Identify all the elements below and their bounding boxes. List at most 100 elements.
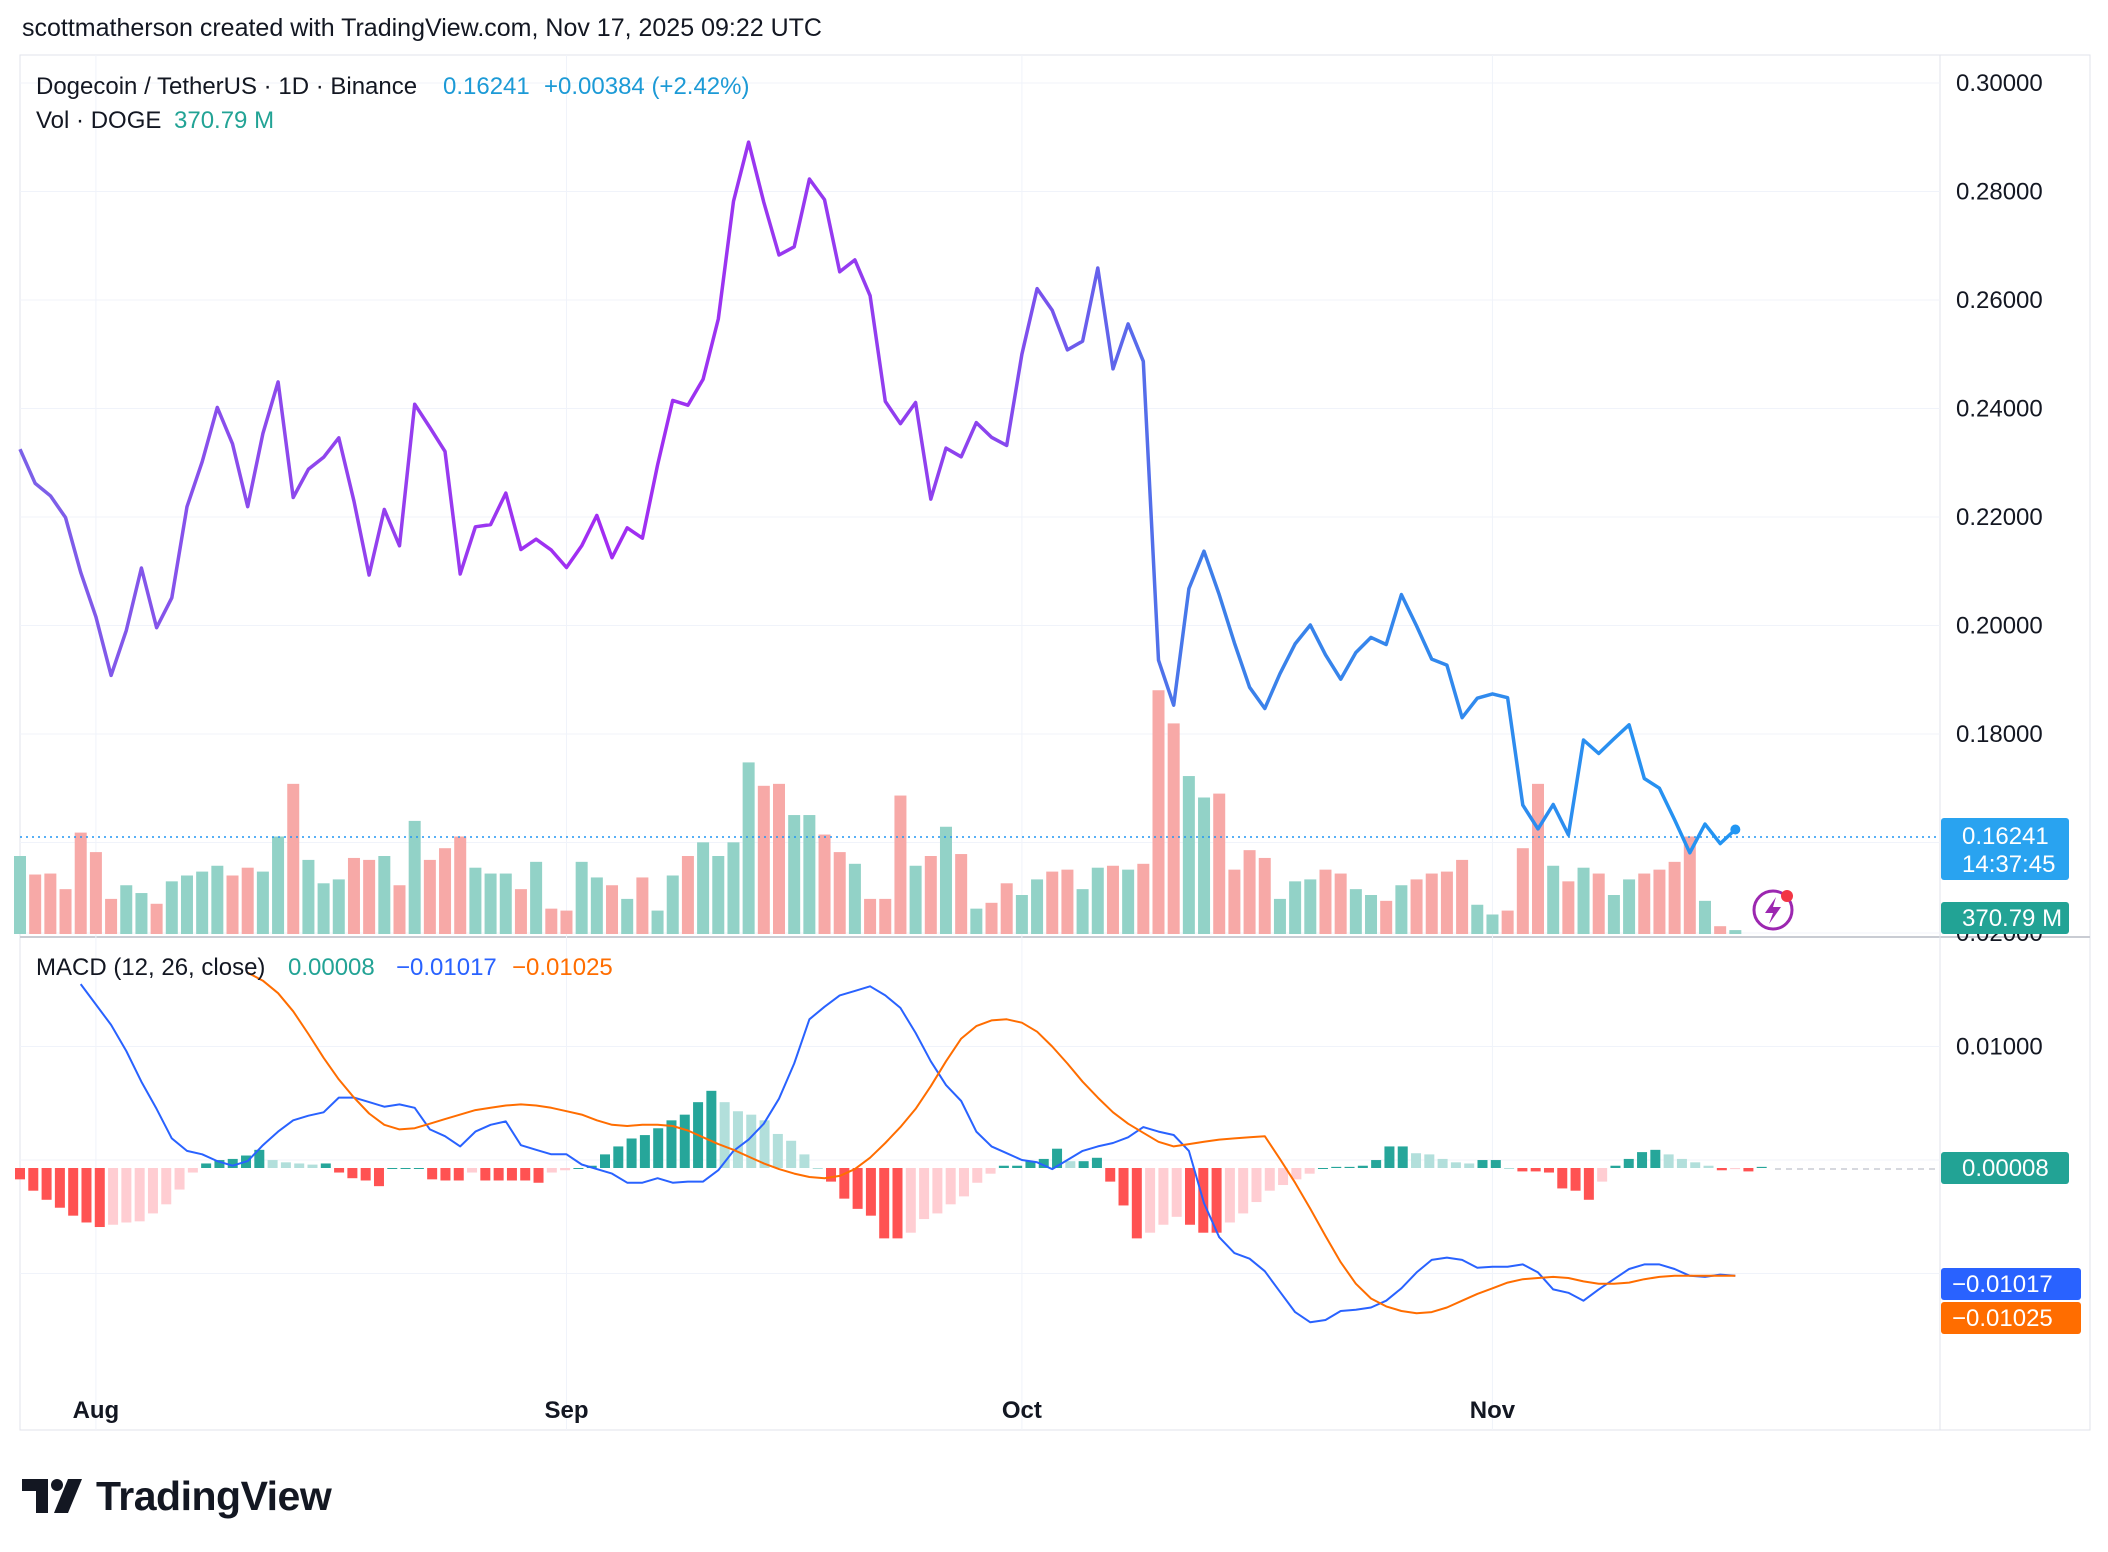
price-badge: 0.16241 14:37:45 [1941,818,2069,880]
volume-bar [1076,889,1089,934]
macd-histogram-bar [214,1160,225,1168]
volume-bar [44,873,57,934]
volume-bar [1668,861,1681,934]
macd-histogram-bar [1543,1168,1554,1173]
volume-bar [955,854,968,934]
macd-histogram-bar [839,1168,850,1199]
volume-bar [241,867,254,934]
symbol-legend[interactable]: Dogecoin / TetherUS · 1D · Binance [36,73,417,100]
volume-bar [590,877,603,934]
volume-bar [1106,865,1119,934]
volume-bar [636,877,649,934]
hist-badge: 0.00008 [1941,1152,2069,1184]
macd-histogram-bar [719,1102,730,1168]
macd-histogram-bar [759,1120,770,1168]
volume-bar [1471,904,1484,934]
volume-bar [1425,873,1438,934]
price-tick-label: 0.28000 [1956,179,2043,206]
macd-histogram-bar [1610,1165,1621,1168]
volume-bar [651,910,664,934]
volume-bar [1137,863,1150,934]
macd-histogram-bar [68,1168,79,1216]
volume-bar [165,881,178,934]
volume-bar [1440,871,1453,934]
macd-histogram-bar [1530,1168,1541,1172]
macd-histogram-bar [147,1168,158,1214]
macd-histogram-bar [1743,1168,1754,1172]
tradingview-chart[interactable]: 0.30000 0.28000 0.26000 0.24000 0.22000 0.200… [0,0,2108,1470]
price-badge-countdown: 14:37:45 [1962,851,2055,878]
macd-histogram-bar [732,1111,743,1168]
macd-histogram-bar [772,1133,783,1168]
macd-histogram-bar [1650,1149,1661,1168]
volume-bar [1547,865,1560,934]
volume-bars [14,690,1742,934]
volume-bar [1198,797,1211,934]
volume-bar [499,873,512,934]
macd-histogram-bar [307,1164,318,1168]
volume-bar [939,826,952,934]
macd-histogram-bar [267,1160,278,1168]
volume-bar [135,893,148,934]
macd-histogram-bar [879,1168,890,1239]
macd-histogram-bar [1264,1168,1275,1191]
date-tick-label: Aug [73,1397,120,1424]
volume-bar [742,762,755,934]
volume-bar [256,871,269,934]
volume-bar [226,875,239,934]
macd-histogram-bar [1331,1166,1342,1168]
macd-histogram-bar [892,1168,903,1239]
volume-bar [970,908,983,934]
volume-bar [150,903,163,934]
macd-histogram-bar [15,1168,25,1180]
macd-histogram-bar [653,1128,664,1168]
volume-bar [1015,895,1028,934]
macd-histogram-bar [1065,1161,1076,1168]
volume-bar [1653,869,1666,934]
volume-bar [1380,900,1393,934]
macd-histogram-bar [1038,1158,1049,1168]
volume-bar [1167,723,1180,934]
volume-bar [909,865,922,934]
macd-histogram-bar [121,1168,132,1223]
volume-bar [773,783,785,934]
macd-histogram-bar [1291,1168,1302,1180]
macd-histogram-bar [1224,1168,1235,1223]
volume-legend-label[interactable]: Vol · DOGE [36,107,161,134]
volume-bar [924,856,937,934]
volume-bar [1623,879,1636,934]
volume-bar [666,875,679,934]
volume-bar [1365,895,1378,934]
macd-histogram-bar [1597,1168,1608,1182]
macd-histogram-bar [360,1168,371,1181]
macd-histogram-bar [958,1168,969,1197]
volume-bar [1714,926,1727,934]
macd-histogram-bar [161,1168,172,1205]
tradingview-logo-text: TradingView [96,1472,332,1519]
volume-bar [803,815,816,934]
tradingview-logo[interactable]: TradingView [22,1466,332,1526]
macd-histogram-bar [1557,1168,1568,1189]
volume-bar [894,795,907,934]
volume-bar [1562,881,1575,934]
macd-histogram-bar [373,1168,384,1187]
macd-histogram-bar [1397,1146,1408,1168]
macd-histogram-bar [1251,1168,1262,1203]
price-tick-label: 0.18000 [1956,721,2043,748]
volume-bar [1349,889,1362,934]
macd-histogram-bar [1384,1146,1395,1168]
macd-histogram-bar [639,1135,650,1168]
macd-histogram-bar [1278,1168,1289,1186]
macd-histogram-bar [1570,1168,1581,1191]
volume-bar [879,898,892,934]
volume-bar [1516,848,1529,934]
macd-badge-value: −0.01017 [1952,1271,2053,1298]
macd-histogram-bar [493,1168,504,1181]
macd-histogram-bar [294,1163,305,1168]
macd-histogram-bar [1131,1168,1142,1239]
macd-histogram-bar [81,1168,92,1223]
macd-legend-label[interactable]: MACD (12, 26, close) [36,954,265,981]
volume-bar [1395,885,1408,934]
volume-bar [439,848,452,934]
lightning-icon[interactable] [1752,889,1794,931]
